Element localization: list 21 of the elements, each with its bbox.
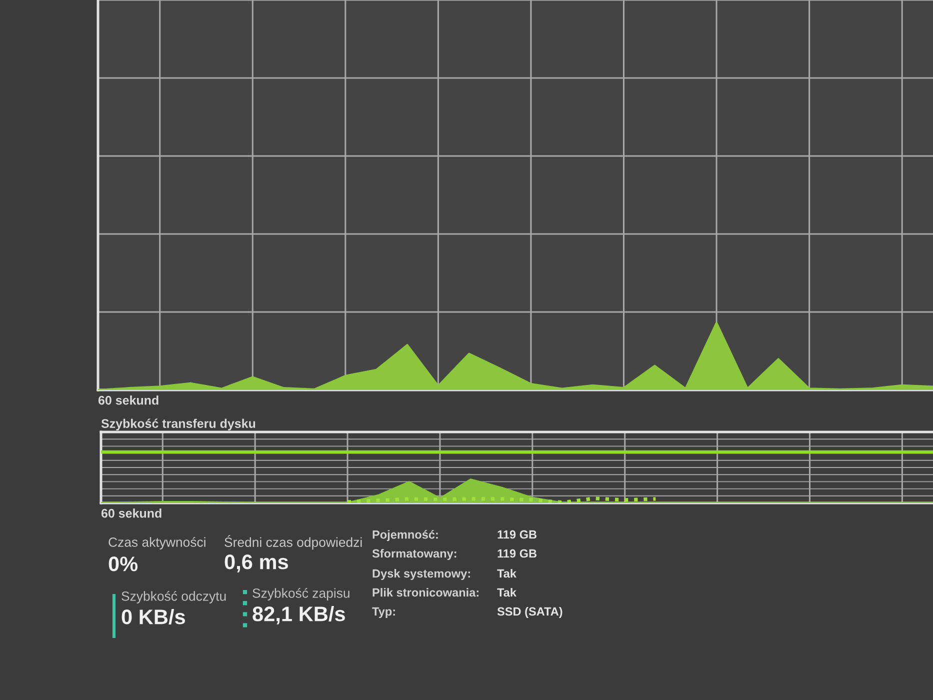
text: Dysk systemowy: bbox=[372, 569, 470, 580]
text: Szybkość zapisu bbox=[252, 588, 350, 600]
chart-title: Szybkość transferu dysku bbox=[101, 418, 256, 430]
text: Średni czas odpowiedzi bbox=[224, 535, 362, 550]
text: Plik stronicowania: bbox=[372, 588, 478, 597]
text: SSD (SATA) bbox=[497, 607, 562, 618]
text: 119 GB bbox=[498, 530, 536, 539]
x-axis-title: 60 sekund bbox=[101, 508, 162, 518]
text: Typ: bbox=[372, 607, 395, 618]
x-axis-title: 60 sekund bbox=[98, 396, 158, 405]
text: 82,1 KB/s bbox=[252, 606, 345, 624]
text: Pojemność: bbox=[372, 530, 438, 542]
text: Szybkość odczytu bbox=[122, 591, 226, 604]
text: Sformatowany: bbox=[372, 549, 456, 560]
text: 119 GB bbox=[498, 549, 536, 558]
text: Czas aktywności bbox=[108, 537, 206, 550]
text: Tak bbox=[497, 569, 516, 578]
text: Tak bbox=[497, 588, 516, 597]
text: 0 KB/s bbox=[122, 609, 185, 625]
text: 0,6 ms bbox=[224, 554, 288, 572]
text: 0% bbox=[108, 556, 138, 572]
